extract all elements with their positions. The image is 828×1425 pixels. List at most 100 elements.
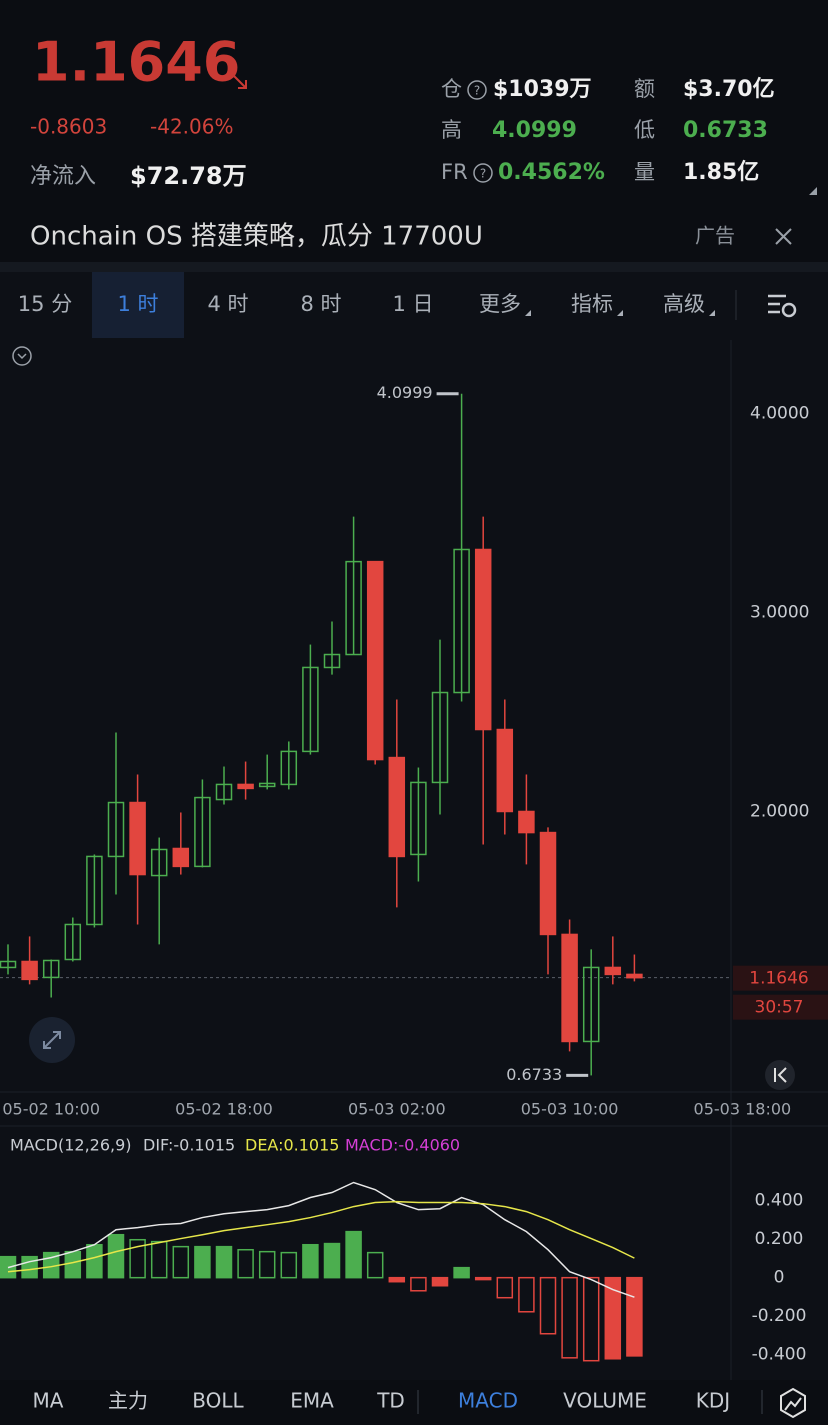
timeframe-tab[interactable]: 8 时 bbox=[300, 292, 341, 316]
last-price-label: 1.1646 bbox=[749, 969, 808, 989]
y-tick-label: 3.0000 bbox=[750, 603, 809, 623]
stat-value: 0.6733 bbox=[683, 118, 768, 143]
help-icon[interactable] bbox=[473, 163, 493, 183]
macd-title: MACD(12,26,9) bbox=[10, 1136, 132, 1155]
macd-bar bbox=[366, 1251, 384, 1279]
stat-value: $1039万 bbox=[493, 77, 592, 102]
stat-value: 1.85亿 bbox=[683, 160, 759, 185]
stat-value: 0.4562% bbox=[498, 160, 605, 185]
x-tick-label: 05-03 10:00 bbox=[521, 1100, 619, 1119]
x-tick-label: 05-02 18:00 bbox=[175, 1100, 273, 1119]
candle-body bbox=[107, 801, 125, 858]
macd-bar bbox=[431, 1276, 449, 1287]
net-inflow: $72.78万 bbox=[130, 162, 247, 190]
macd-bar bbox=[107, 1233, 125, 1279]
stat-value: $3.70亿 bbox=[683, 77, 775, 102]
macd-bar bbox=[410, 1276, 427, 1292]
candle-body bbox=[474, 548, 492, 731]
x-tick-label: 05-03 18:00 bbox=[694, 1100, 792, 1119]
chart-style-icon[interactable] bbox=[780, 1387, 806, 1419]
candle-body bbox=[237, 783, 254, 790]
timeframe-tab[interactable]: 高级 bbox=[663, 292, 705, 316]
candle-body bbox=[280, 750, 298, 786]
macd-bar bbox=[496, 1276, 514, 1299]
indicator-tab[interactable]: EMA bbox=[290, 1389, 334, 1413]
candle-body bbox=[518, 810, 535, 834]
timeframe-tab[interactable]: 1 日 bbox=[392, 292, 433, 316]
macd-bar bbox=[561, 1276, 578, 1359]
indicator-tab[interactable]: 主力 bbox=[108, 1389, 148, 1413]
countdown-label: 30:57 bbox=[755, 998, 804, 1018]
legend-entry: DEA:0.1015 bbox=[245, 1136, 339, 1155]
macd-chart: 0.400 0.200 0 -0.200 -0.400 MACD(12,26,9) DIF:… bbox=[0, 1136, 807, 1365]
macd-bar bbox=[539, 1276, 557, 1335]
timeframe-tab[interactable]: 15 分 bbox=[18, 292, 72, 316]
stat-label: 低 bbox=[634, 118, 655, 142]
stat-label: 高 bbox=[441, 118, 462, 142]
price: 1.1646 bbox=[32, 31, 240, 94]
indicator-tabs: MA 主力 BOLL EMA TD MACD VOLUME KDJ bbox=[33, 1389, 731, 1413]
macd-bar bbox=[21, 1255, 38, 1279]
help-icon-mark: ? bbox=[474, 84, 480, 98]
macd-bar bbox=[626, 1276, 643, 1357]
macd-bar bbox=[258, 1250, 276, 1279]
indicator-tab[interactable]: TD bbox=[376, 1389, 405, 1413]
macd-bar bbox=[345, 1230, 362, 1279]
corner-mark bbox=[809, 187, 817, 195]
macd-bar bbox=[582, 1276, 600, 1362]
candle-body bbox=[561, 933, 578, 1043]
macd-bar bbox=[474, 1276, 492, 1281]
timeframe-tab[interactable]: 更多 bbox=[479, 292, 521, 316]
change: -0.8603 bbox=[30, 115, 107, 139]
y-tick-label: 2.0000 bbox=[750, 801, 809, 821]
macd-bar bbox=[604, 1276, 622, 1360]
indicator-tab[interactable]: VOLUME bbox=[563, 1389, 647, 1413]
close-icon[interactable] bbox=[775, 228, 792, 245]
candle-body bbox=[410, 781, 427, 856]
dropdown-mark bbox=[709, 310, 715, 316]
timeframe-tab[interactable]: 指标 bbox=[571, 292, 613, 316]
candle-body bbox=[453, 548, 470, 694]
macd-line bbox=[7, 1181, 635, 1298]
banner-text[interactable]: Onchain OS 搭建策略，瓜分 17700U bbox=[30, 222, 483, 252]
indicator-tab[interactable]: BOLL bbox=[192, 1389, 244, 1413]
macd-bar bbox=[150, 1240, 168, 1279]
indicator-tab[interactable]: MA bbox=[33, 1389, 64, 1413]
help-icon[interactable] bbox=[467, 80, 487, 100]
stat-label: 量 bbox=[634, 160, 655, 184]
x-tick-label: 05-03 02:00 bbox=[348, 1100, 446, 1119]
stat-label: 额 bbox=[634, 77, 655, 101]
candle-body bbox=[323, 653, 341, 669]
collapse-icon[interactable] bbox=[12, 346, 32, 366]
candle-body bbox=[582, 966, 600, 1043]
settings-icon-gear bbox=[781, 302, 797, 318]
macd-bar bbox=[194, 1245, 211, 1279]
timeframe-tab[interactable]: 4 时 bbox=[207, 292, 248, 316]
candle-body bbox=[626, 973, 643, 979]
y-tick-label: 4.0000 bbox=[750, 404, 809, 424]
stat-label: 仓 bbox=[441, 77, 462, 101]
macd-bar bbox=[64, 1250, 82, 1279]
candle-body bbox=[194, 796, 211, 868]
timeframe-tab[interactable]: 1 时 bbox=[117, 292, 158, 316]
macd-bar bbox=[302, 1243, 319, 1279]
ad-label: 广告 bbox=[695, 224, 735, 248]
indicator-tab[interactable]: MACD bbox=[458, 1389, 518, 1413]
candle-body bbox=[150, 848, 168, 877]
candle-body bbox=[64, 923, 82, 961]
net-inflow-label: 净流入 bbox=[30, 164, 96, 189]
y-tick-label: -0.400 bbox=[752, 1345, 807, 1365]
macd-bar bbox=[518, 1276, 535, 1313]
countdown-box bbox=[733, 994, 828, 1020]
candle-body bbox=[496, 728, 514, 813]
indicator-tab[interactable]: KDJ bbox=[696, 1389, 730, 1413]
change-pct: -42.06% bbox=[150, 115, 233, 139]
stat-value: 4.0999 bbox=[492, 118, 577, 143]
macd-bar bbox=[237, 1248, 254, 1279]
last-price-box bbox=[733, 965, 828, 991]
dropdown-mark bbox=[617, 310, 623, 316]
y-tick-label: 0.200 bbox=[755, 1229, 804, 1249]
help-icon-mark: ? bbox=[480, 167, 486, 181]
dropdown-mark bbox=[525, 310, 531, 316]
settings-icon[interactable] bbox=[768, 294, 786, 314]
